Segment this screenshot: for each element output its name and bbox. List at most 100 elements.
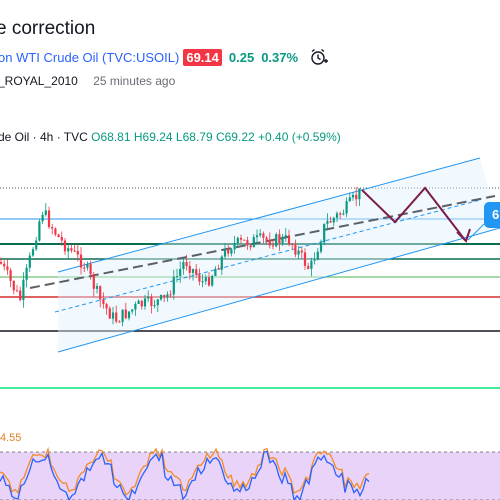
candle-body: [137, 300, 140, 304]
candle-body: [83, 267, 86, 269]
candle-body: [188, 266, 191, 273]
candle-body: [319, 242, 323, 252]
candle-body: [147, 296, 150, 299]
candle-body: [339, 213, 342, 215]
candle-body: [185, 262, 188, 267]
candle-body: [121, 309, 124, 322]
candle-body: [150, 296, 153, 307]
author-name[interactable]: _ROYAL_2010: [0, 74, 78, 88]
candle-body: [355, 194, 358, 200]
candle-body: [166, 294, 169, 298]
candle-body: [351, 194, 355, 198]
oscillator-value-label: 4.55: [0, 432, 22, 444]
candle-body: [47, 210, 51, 228]
legend-low: L68.79: [175, 130, 213, 144]
candle-body: [54, 228, 57, 235]
candle-body: [294, 244, 297, 255]
candle-body: [60, 236, 63, 241]
candle-body: [25, 267, 28, 280]
candle-body: [329, 221, 332, 223]
candle-body: [12, 280, 15, 291]
idea-header: e correction on WTI Crude Oil (TVC:USOIL…: [0, 0, 500, 100]
candle-body: [255, 235, 259, 238]
candle-body: [35, 240, 38, 250]
alarm-clock-plus-icon[interactable]: [310, 48, 329, 66]
candle-body: [41, 214, 44, 222]
candle-body: [131, 309, 134, 312]
candle-body: [172, 277, 175, 295]
candle-body: [262, 233, 265, 238]
candle-body: [252, 237, 255, 248]
candle-body: [271, 245, 275, 247]
candle-body: [44, 210, 47, 215]
projection-path: [361, 186, 466, 241]
candle-body: [243, 239, 246, 241]
publish-time: 25 minutes ago: [93, 74, 176, 88]
candle-body: [246, 240, 249, 246]
candle-body: [19, 290, 22, 301]
candle-body: [89, 263, 92, 275]
candle-body: [28, 255, 31, 268]
candle-body: [179, 269, 182, 276]
candle-body: [201, 281, 204, 283]
channel-fill: [58, 158, 500, 352]
candle-body: [303, 252, 307, 266]
candle-body: [163, 294, 166, 298]
candle-body: [76, 250, 79, 255]
candle-body: [105, 303, 108, 309]
symbol-prefix: on: [0, 49, 13, 65]
candle-body: [233, 243, 236, 250]
price-badge: 69.14: [183, 48, 222, 66]
candle-body: [300, 250, 303, 253]
candle-body: [204, 277, 207, 282]
symbol-link[interactable]: WTI Crude Oil (TVC:USOIL): [16, 49, 180, 65]
candle-body: [335, 213, 339, 218]
trend-dashed-line: [29, 195, 496, 289]
legend-change: +0.40 (+0.59%): [258, 130, 341, 144]
candle-body: [268, 239, 271, 246]
price-end-badge: 6: [484, 202, 500, 228]
oscillator-d-line: [0, 450, 370, 500]
candle-body: [134, 303, 137, 310]
candle-body: [153, 305, 156, 307]
candle-body: [3, 263, 6, 267]
candle-body: [156, 299, 159, 306]
candle-body: [115, 312, 118, 322]
candle-body: [358, 188, 361, 200]
candle-body: [307, 265, 310, 269]
candle-body: [118, 321, 121, 323]
candle-body: [175, 275, 179, 278]
candle-body: [195, 269, 198, 275]
symbol-line: on WTI Crude Oil (TVC:USOIL) 69.14 0.25 …: [0, 48, 329, 66]
candle-body: [259, 233, 262, 236]
legend-symbol: de Oil · 4h · TVC: [0, 130, 88, 144]
author-line: _ROYAL_2010 25 minutes ago: [0, 74, 175, 88]
candle-body: [278, 234, 281, 244]
candle-body: [198, 274, 201, 282]
oscillator-k-line: [0, 446, 370, 496]
candle-body: [127, 311, 131, 319]
candle-body: [111, 312, 115, 319]
candle-body: [239, 237, 243, 240]
candle-body: [332, 217, 335, 223]
candle-body: [275, 234, 278, 247]
candle-body: [342, 213, 345, 215]
channel-lower-line: [57, 227, 500, 353]
candle-body: [265, 237, 268, 240]
price-change-pct: 0.37%: [261, 49, 299, 65]
candle-body: [323, 223, 326, 243]
candle-body: [313, 259, 316, 261]
candle-body: [316, 251, 319, 260]
channel-upper-line: [57, 157, 481, 273]
price-chart[interactable]: [0, 100, 500, 500]
candle-body: [348, 197, 351, 202]
candle-body: [92, 274, 95, 289]
candle-body: [79, 254, 83, 268]
candle-body: [191, 269, 195, 273]
candle-body: [211, 275, 214, 286]
candle-body: [249, 245, 252, 248]
candle-body: [140, 300, 143, 307]
candle-body: [227, 249, 230, 254]
candle-body: [38, 221, 41, 241]
candle-body: [310, 260, 313, 269]
